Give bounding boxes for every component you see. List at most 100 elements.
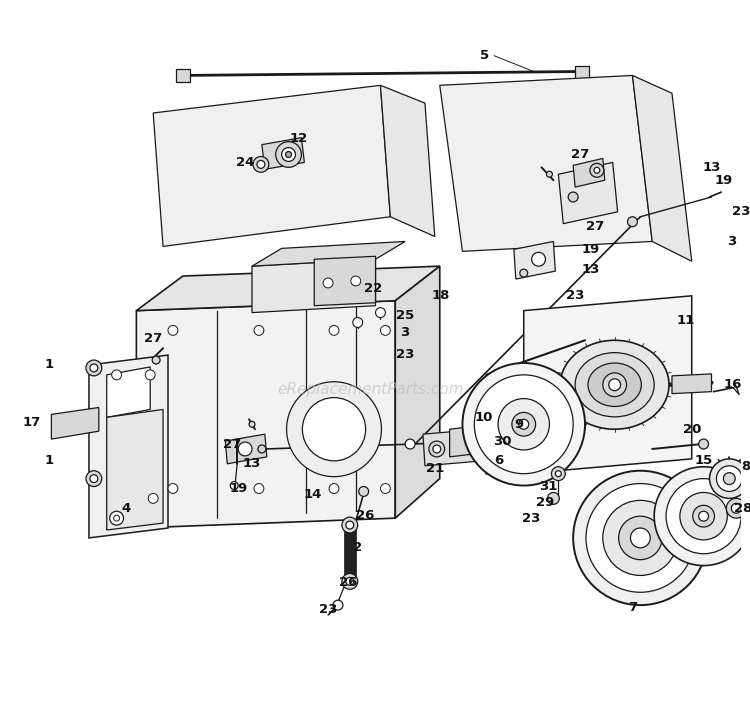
- Circle shape: [498, 398, 550, 450]
- Circle shape: [112, 370, 122, 379]
- Text: 27: 27: [144, 332, 162, 345]
- Polygon shape: [395, 266, 439, 518]
- Circle shape: [631, 528, 650, 548]
- Circle shape: [329, 326, 339, 335]
- Circle shape: [230, 481, 238, 489]
- Ellipse shape: [560, 340, 669, 429]
- Circle shape: [489, 441, 495, 447]
- Text: 3: 3: [727, 235, 736, 248]
- Text: 31: 31: [539, 480, 558, 493]
- Circle shape: [693, 505, 715, 527]
- Text: 19: 19: [230, 482, 248, 495]
- Text: 29: 29: [536, 496, 554, 509]
- Text: 23: 23: [566, 289, 584, 302]
- Polygon shape: [153, 85, 390, 246]
- Text: 19: 19: [714, 174, 733, 187]
- Circle shape: [716, 466, 742, 491]
- Text: 2: 2: [353, 542, 362, 554]
- Circle shape: [380, 483, 390, 494]
- Circle shape: [568, 192, 578, 202]
- Circle shape: [329, 483, 339, 494]
- Polygon shape: [440, 76, 652, 252]
- Text: 30: 30: [493, 435, 512, 448]
- Circle shape: [654, 467, 750, 566]
- Circle shape: [358, 486, 368, 497]
- Text: 19: 19: [582, 243, 600, 256]
- Circle shape: [619, 516, 662, 560]
- Polygon shape: [314, 257, 376, 305]
- Circle shape: [699, 511, 709, 521]
- Ellipse shape: [575, 353, 654, 417]
- Text: 21: 21: [426, 462, 444, 475]
- Circle shape: [276, 142, 302, 167]
- Circle shape: [547, 434, 556, 444]
- Text: 27: 27: [571, 148, 590, 161]
- Circle shape: [573, 470, 707, 605]
- Text: 13: 13: [702, 161, 721, 174]
- Circle shape: [547, 172, 553, 177]
- Circle shape: [254, 483, 264, 494]
- Circle shape: [90, 364, 98, 372]
- Circle shape: [474, 375, 573, 474]
- Circle shape: [429, 441, 445, 457]
- Circle shape: [710, 459, 749, 499]
- Text: 23: 23: [319, 603, 338, 616]
- Circle shape: [586, 483, 694, 593]
- Text: 13: 13: [243, 457, 261, 470]
- Text: eReplacementParts.com: eReplacementParts.com: [278, 382, 464, 397]
- Polygon shape: [262, 137, 305, 169]
- Text: 5: 5: [480, 49, 489, 63]
- Circle shape: [148, 494, 158, 503]
- Polygon shape: [106, 409, 163, 530]
- Text: 27: 27: [223, 438, 242, 451]
- Circle shape: [342, 517, 358, 533]
- Circle shape: [433, 445, 441, 453]
- Circle shape: [463, 363, 585, 486]
- Polygon shape: [52, 407, 99, 439]
- Polygon shape: [344, 528, 355, 577]
- Circle shape: [520, 269, 528, 277]
- Circle shape: [352, 318, 363, 327]
- Text: 26: 26: [356, 509, 375, 522]
- Circle shape: [485, 437, 499, 451]
- Polygon shape: [672, 374, 712, 393]
- Circle shape: [519, 419, 529, 429]
- Circle shape: [146, 370, 155, 379]
- Circle shape: [532, 252, 545, 266]
- Circle shape: [666, 478, 741, 554]
- Text: 26: 26: [339, 576, 357, 589]
- Circle shape: [551, 467, 566, 481]
- Circle shape: [286, 382, 382, 477]
- Circle shape: [110, 511, 124, 525]
- Circle shape: [512, 412, 535, 436]
- Circle shape: [723, 473, 735, 485]
- Text: 27: 27: [586, 220, 604, 233]
- Circle shape: [351, 276, 361, 286]
- Circle shape: [152, 356, 160, 364]
- Polygon shape: [573, 158, 604, 187]
- Text: 6: 6: [494, 454, 504, 467]
- Text: 22: 22: [364, 282, 382, 295]
- Circle shape: [699, 439, 709, 449]
- Polygon shape: [450, 426, 474, 457]
- Text: 13: 13: [582, 262, 600, 276]
- Text: 9: 9: [514, 418, 523, 431]
- Circle shape: [258, 445, 266, 453]
- Text: 12: 12: [290, 132, 308, 145]
- Text: 3: 3: [400, 326, 410, 339]
- Circle shape: [603, 373, 626, 397]
- Circle shape: [168, 483, 178, 494]
- Polygon shape: [632, 76, 692, 261]
- Text: 23: 23: [523, 512, 541, 525]
- Circle shape: [376, 308, 386, 318]
- Text: 28: 28: [734, 502, 750, 515]
- Polygon shape: [252, 260, 376, 313]
- Circle shape: [603, 500, 678, 576]
- Text: 25: 25: [396, 309, 414, 322]
- Text: 14: 14: [303, 488, 322, 501]
- Polygon shape: [136, 301, 395, 528]
- Circle shape: [380, 326, 390, 335]
- Circle shape: [731, 503, 741, 513]
- Polygon shape: [89, 355, 168, 538]
- Polygon shape: [558, 162, 617, 224]
